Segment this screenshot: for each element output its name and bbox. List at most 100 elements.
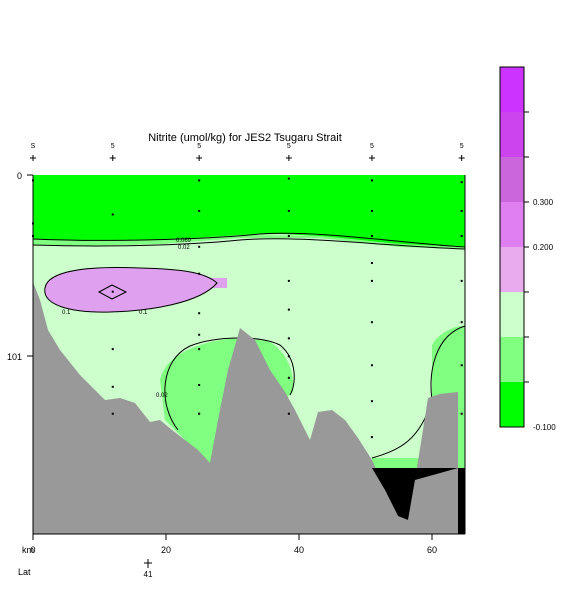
sample-point	[460, 235, 463, 238]
sample-point	[287, 308, 290, 311]
station-marker	[109, 155, 116, 161]
contour-line	[44, 267, 218, 313]
station: S	[30, 143, 36, 238]
lat-axis-label: Lat	[18, 567, 31, 577]
sample-point	[287, 235, 290, 238]
sample-point	[370, 261, 373, 264]
sample-point	[460, 412, 463, 415]
station-marker	[458, 155, 465, 161]
station: 5	[458, 143, 465, 415]
sample-point	[287, 177, 290, 180]
sample-point	[287, 279, 290, 282]
station-marker	[30, 155, 36, 161]
station-label: S	[31, 143, 36, 150]
sample-point	[287, 209, 290, 212]
sample-point	[198, 209, 201, 212]
sample-point	[287, 355, 290, 358]
sample-point	[198, 384, 201, 387]
lat-tick: 41	[144, 559, 153, 579]
sample-point	[111, 385, 114, 388]
station-label: 5	[460, 143, 464, 150]
nitrite-max-region	[44, 267, 217, 313]
sample-point	[370, 209, 373, 212]
station-marker	[196, 155, 203, 161]
sample-point	[198, 412, 201, 415]
x-tick: 60	[427, 534, 437, 555]
sample-point	[370, 364, 373, 367]
nitrite-max-block	[205, 278, 227, 288]
sample-point	[198, 333, 201, 336]
station: 5	[285, 143, 292, 415]
sample-point	[370, 279, 373, 282]
contour-label: 0.02	[156, 393, 168, 399]
station-label: 5	[287, 143, 291, 150]
chart-title: Nitrite (umol/kg) for JES2 Tsugaru Strai…	[148, 132, 342, 144]
contour-label: 0.069	[176, 238, 192, 244]
transition-band	[33, 235, 465, 249]
x-tick: 40	[294, 534, 304, 555]
stations-layer: S 5 5 5 5 5	[30, 143, 465, 439]
station: 5	[109, 143, 116, 415]
contour-label: 0.1	[139, 310, 148, 316]
sample-point	[198, 272, 201, 275]
y-tick: 101	[7, 352, 33, 362]
sample-point	[198, 348, 201, 351]
sample-point	[32, 222, 34, 225]
sample-point	[370, 179, 373, 182]
x-tick: 20	[161, 534, 171, 555]
topography-deep-fill	[372, 468, 465, 534]
sample-point	[111, 348, 114, 351]
x-tick: 0	[30, 534, 36, 555]
sample-point	[111, 412, 114, 415]
x-axis-label: km	[22, 545, 34, 555]
sample-point	[460, 321, 463, 324]
lat-tick-label: 41	[144, 570, 153, 579]
colorbar-label: -0.100	[533, 423, 556, 432]
surface-layer-region	[33, 175, 465, 247]
colorbar: -0.100 0.200 0.300	[499, 66, 556, 432]
contour-line	[164, 337, 295, 431]
colorbar-swatch	[500, 337, 524, 382]
sample-point	[32, 179, 34, 182]
colorbar-swatch	[500, 112, 524, 157]
station-label: 5	[370, 143, 374, 150]
sample-point	[460, 279, 463, 282]
sample-point	[287, 412, 290, 415]
contour-label: 0.1	[62, 310, 71, 316]
x-tick-label: 40	[294, 545, 304, 555]
sample-point	[198, 312, 201, 315]
colorbar-label: 0.300	[533, 198, 554, 207]
station-marker	[285, 155, 292, 161]
sample-point	[370, 235, 373, 238]
sample-point	[460, 209, 463, 212]
contour-labels: 0.069 0.02 0.1 0.1 0.02	[62, 238, 192, 399]
sample-point	[287, 376, 290, 379]
topography-left	[33, 282, 458, 534]
contour-line	[32, 232, 466, 248]
x-tick-label: 20	[161, 545, 171, 555]
colorbar-swatches	[500, 67, 524, 427]
colorbar-swatch	[500, 382, 524, 427]
sample-point	[370, 436, 373, 439]
sample-point	[198, 245, 201, 248]
contour-label: 0.02	[178, 245, 190, 251]
sample-point	[460, 181, 463, 184]
sample-point	[460, 364, 463, 367]
colorbar-swatch	[500, 157, 524, 202]
y-tick-label: 101	[7, 352, 22, 362]
contour-line	[32, 238, 466, 250]
colorbar-swatch	[500, 292, 524, 337]
sample-point	[370, 400, 373, 403]
station: 5	[368, 143, 375, 439]
station-label: 5	[111, 143, 115, 150]
y-tick: 0	[17, 171, 33, 181]
station-marker	[368, 155, 375, 161]
y-tick-label: 0	[17, 171, 22, 181]
x-tick-label: 60	[427, 545, 437, 555]
sample-point	[111, 290, 114, 293]
colorbar-swatch	[500, 247, 524, 292]
station: 5	[196, 143, 203, 415]
sample-point	[287, 337, 290, 340]
station-label: 5	[197, 143, 201, 150]
